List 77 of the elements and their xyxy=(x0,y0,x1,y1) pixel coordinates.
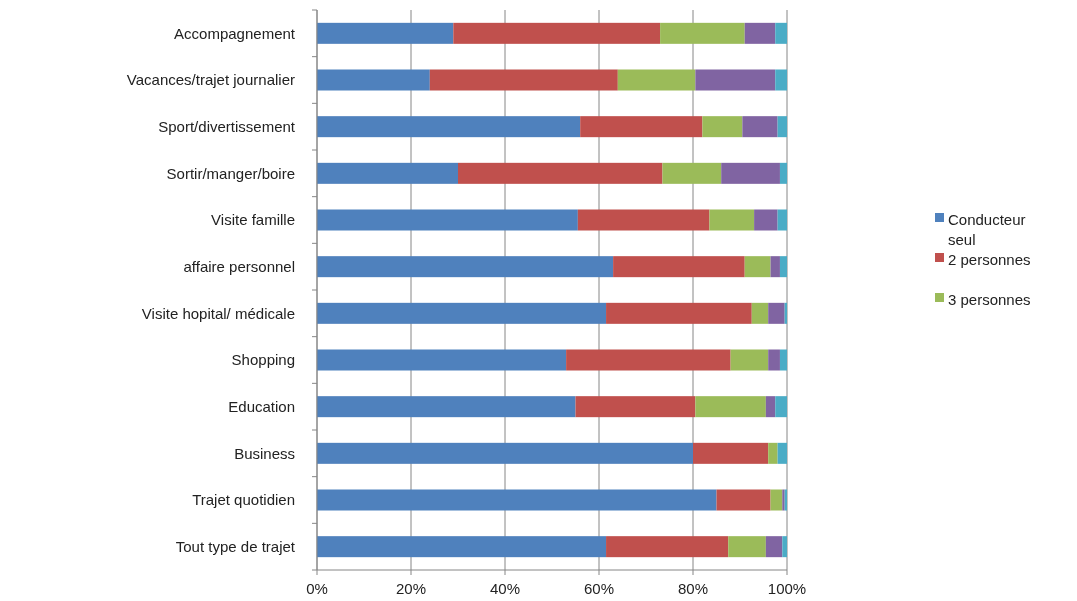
bar xyxy=(617,69,696,91)
bar xyxy=(577,209,710,231)
bar xyxy=(317,116,581,138)
bar xyxy=(754,209,778,231)
legend-label: 3 personnes xyxy=(948,291,1031,309)
bar xyxy=(693,442,769,464)
bar xyxy=(317,442,693,464)
bar xyxy=(662,162,722,184)
x-tick-label: 0% xyxy=(306,580,328,597)
x-tick-label: 100% xyxy=(767,580,807,597)
y-tick-label: Sortir/manger/boire xyxy=(166,164,295,182)
bar xyxy=(606,302,752,324)
bar xyxy=(317,256,614,278)
bar xyxy=(429,69,618,91)
bar xyxy=(779,162,787,184)
bar xyxy=(768,349,780,371)
bar xyxy=(742,116,778,138)
y-tick-label: Visite famille xyxy=(211,211,295,229)
bar xyxy=(779,349,787,371)
bar xyxy=(317,162,458,184)
bar xyxy=(716,489,771,511)
y-tick-label: Sport/divertissement xyxy=(158,117,296,135)
bar xyxy=(580,116,703,138)
y-tick-label: Shopping xyxy=(231,351,295,369)
bar xyxy=(317,536,607,558)
bar xyxy=(770,256,780,278)
bar xyxy=(779,256,787,278)
bar xyxy=(775,69,787,91)
bar xyxy=(317,22,454,44)
y-tick-label: Business xyxy=(234,444,295,462)
x-tick-label: 60% xyxy=(583,580,615,597)
bar xyxy=(613,256,745,278)
bar xyxy=(702,116,743,138)
bar xyxy=(606,536,729,558)
bar xyxy=(744,256,771,278)
bar xyxy=(575,396,696,418)
bar xyxy=(744,22,776,44)
y-tick-label: Visite hopital/ médicale xyxy=(141,304,295,322)
bar xyxy=(458,162,663,184)
bar xyxy=(765,396,776,418)
bar xyxy=(765,536,783,558)
bar xyxy=(453,22,661,44)
y-tick-label: Accompagnement xyxy=(174,24,296,42)
y-tick-label: Tout type de trajet xyxy=(175,537,296,555)
bar xyxy=(709,209,755,231)
y-tick-label: Education xyxy=(228,397,295,415)
bar xyxy=(730,349,769,371)
bar xyxy=(775,396,787,418)
bar xyxy=(317,209,578,231)
bar xyxy=(317,302,607,324)
y-tick-label: Vacances/trajet journalier xyxy=(126,71,295,89)
bar xyxy=(728,536,766,558)
y-tick-label: Trajet quotidien xyxy=(192,491,295,509)
bar xyxy=(775,22,787,44)
bar xyxy=(768,442,778,464)
bar xyxy=(751,302,769,324)
bar xyxy=(317,489,717,511)
bar xyxy=(770,489,783,511)
legend-label: Conducteur seul xyxy=(948,211,1026,248)
x-tick-label: 20% xyxy=(395,580,427,597)
bar xyxy=(317,69,430,91)
bar xyxy=(777,116,787,138)
bar xyxy=(721,162,780,184)
bar xyxy=(768,302,785,324)
bar xyxy=(317,349,567,371)
legend-label: 2 personnes xyxy=(948,251,1031,269)
bar xyxy=(695,396,766,418)
x-tick-label: 40% xyxy=(489,580,521,597)
bar xyxy=(660,22,745,44)
bar xyxy=(317,396,576,418)
bar xyxy=(566,349,731,371)
bar xyxy=(777,209,787,231)
x-tick-label: 80% xyxy=(677,580,709,597)
bar xyxy=(695,69,776,91)
y-tick-label: affaire personnel xyxy=(183,257,295,275)
bar xyxy=(782,536,787,558)
bar xyxy=(777,442,787,464)
